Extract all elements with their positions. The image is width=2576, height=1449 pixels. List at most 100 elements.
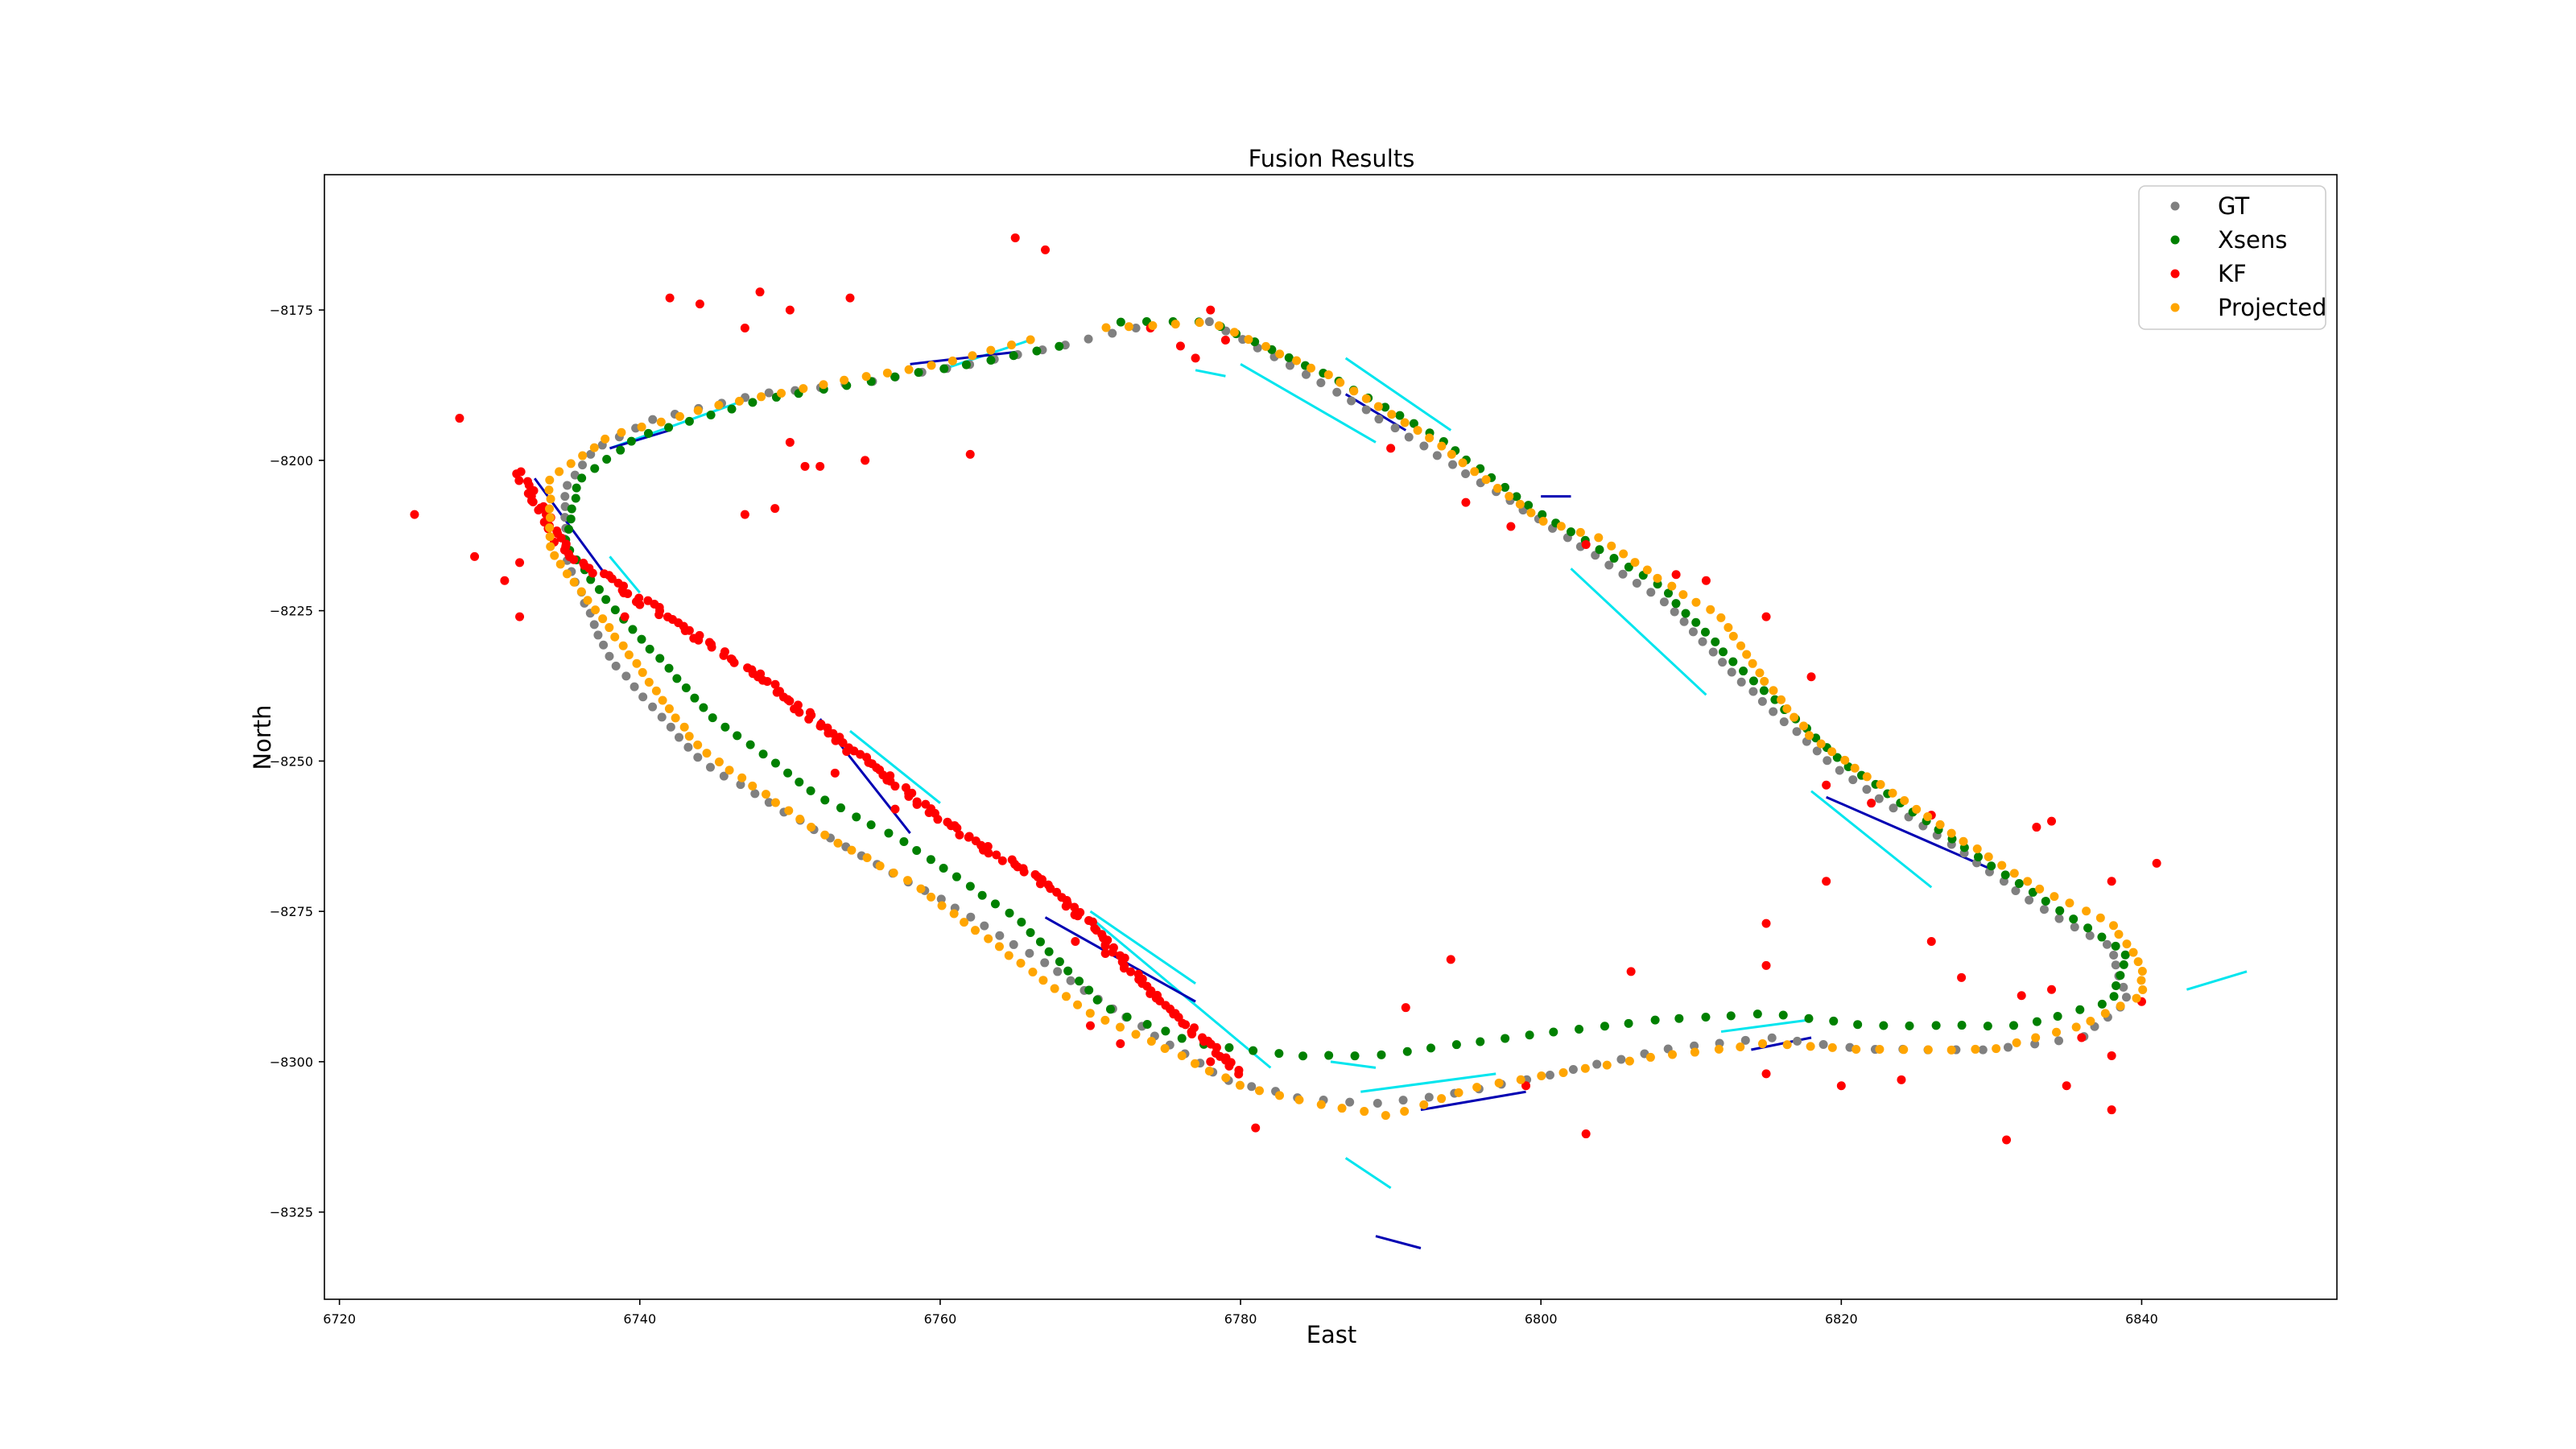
gt-point — [1592, 1059, 1602, 1069]
xsens-point — [1575, 1024, 1584, 1034]
projected-point — [714, 758, 724, 767]
xsens-point — [1402, 1046, 1412, 1056]
projected-point — [546, 494, 555, 504]
xsens-point — [795, 778, 804, 787]
xsens-point — [1770, 695, 1780, 704]
gt-point — [1285, 361, 1294, 370]
projected-point — [861, 372, 871, 382]
projected-point — [1594, 533, 1604, 543]
xsens-point — [1084, 985, 1094, 995]
projected-point — [2050, 892, 2059, 902]
xsens-point — [1274, 1049, 1284, 1059]
kf-point — [1761, 612, 1771, 621]
gt-point — [2109, 951, 2119, 960]
projected-point — [651, 686, 661, 696]
projected-point — [2132, 993, 2141, 1003]
xsens-point — [1524, 501, 1534, 510]
projected-point — [927, 361, 936, 370]
projected-point — [2114, 930, 2124, 939]
gt-point — [1718, 658, 1728, 667]
projected-point — [1505, 492, 1514, 502]
kf-point — [2107, 1105, 2116, 1115]
projected-point — [1254, 1086, 1264, 1096]
kf-point — [1085, 1021, 1095, 1030]
xsens-point — [914, 368, 923, 378]
projected-point — [1221, 1073, 1231, 1083]
x-tick-label: 6840 — [2125, 1311, 2158, 1327]
kf-point — [1461, 497, 1471, 507]
kf-point — [620, 612, 630, 621]
gt-point — [1419, 441, 1429, 451]
projected-point — [1361, 394, 1371, 403]
xsens-point — [1829, 1016, 1839, 1026]
y-axis: −8175 −8200 −8225 −8250 −8275 −8300 −8325 — [270, 303, 324, 1220]
xsens-point — [643, 428, 653, 438]
projected-point — [583, 596, 592, 605]
xsens-point — [733, 731, 742, 741]
gt-point — [1679, 617, 1689, 626]
gt-point — [578, 460, 588, 470]
projected-point — [1275, 1091, 1285, 1100]
projected-point — [862, 853, 872, 863]
gt-point — [1390, 423, 1400, 433]
projected-point — [1437, 441, 1447, 451]
gt-point — [1066, 976, 1075, 985]
projected-point — [784, 806, 794, 815]
projected-point — [1454, 1088, 1463, 1097]
kf-point — [762, 676, 772, 686]
xsens-point — [1035, 937, 1045, 947]
kf-point — [1119, 964, 1129, 973]
xsens-point — [1739, 667, 1748, 676]
xsens-point — [1224, 1042, 1234, 1052]
gt-point — [705, 762, 715, 772]
kf-point — [1191, 353, 1200, 363]
projected-point — [889, 868, 898, 877]
kf-point — [890, 804, 900, 814]
projected-point — [1972, 844, 1982, 853]
projected-point — [1494, 1078, 1504, 1088]
kf-point — [1957, 972, 1967, 982]
projected-point — [1946, 1045, 1956, 1055]
projected-point — [1899, 1045, 1909, 1055]
kf-point — [1206, 1057, 1216, 1067]
projected-point — [1769, 686, 1778, 696]
xsens-point — [1501, 482, 1510, 492]
legend-label: KF — [2218, 260, 2247, 287]
xsens-point — [961, 360, 971, 369]
projected-point — [960, 918, 969, 927]
xsens-point — [745, 740, 755, 749]
kf-point — [1867, 799, 1876, 808]
xsens-point — [1650, 1015, 1660, 1025]
projected-point — [1387, 410, 1397, 419]
projected-point — [724, 766, 734, 775]
projected-point — [1805, 731, 1814, 741]
projected-point — [770, 798, 780, 807]
kf-point — [831, 736, 840, 745]
kf-point — [556, 533, 566, 543]
kf-point — [1806, 672, 1816, 682]
gt-point — [1616, 1055, 1626, 1064]
projected-point — [550, 551, 559, 560]
kf-point — [772, 687, 782, 697]
xsens-point — [1044, 947, 1054, 956]
y-axis-label: North — [249, 704, 276, 770]
xsens-point — [708, 713, 717, 723]
kf-point — [824, 729, 833, 738]
kf-point — [815, 461, 825, 471]
projected-point — [2071, 1022, 2081, 1032]
projected-point — [1381, 1111, 1390, 1121]
kf-point — [2107, 1051, 2116, 1060]
projected-point — [569, 577, 579, 587]
projected-point — [578, 451, 588, 460]
xsens-point — [1600, 1022, 1609, 1031]
projected-point — [1335, 378, 1345, 387]
xsens-point — [1476, 1037, 1485, 1046]
xsens-point — [1395, 411, 1405, 420]
gt-point — [1373, 1099, 1382, 1108]
gt-point — [764, 388, 774, 398]
kf-point — [890, 782, 900, 791]
projected-point — [949, 909, 959, 919]
gt-point — [2003, 1042, 2013, 1052]
projected-point — [545, 532, 555, 542]
xsens-point — [616, 445, 625, 455]
